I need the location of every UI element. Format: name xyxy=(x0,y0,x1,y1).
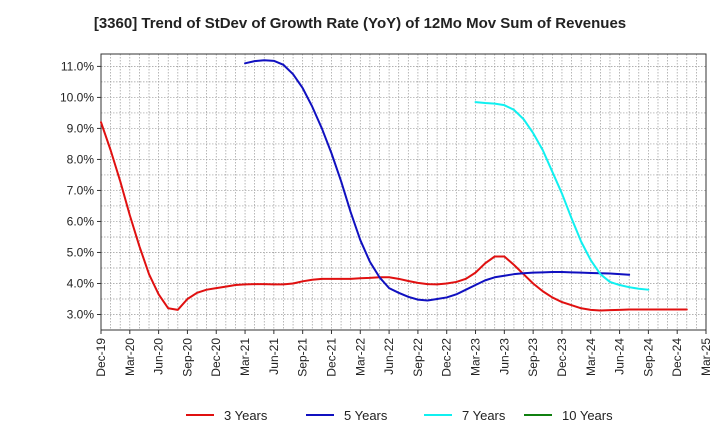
series-line-5-years xyxy=(244,59,631,302)
legend: 3 Years 5 Years 7 Years 10 Years xyxy=(186,408,613,423)
x-tick-label: Jun-23 xyxy=(497,338,511,375)
y-tick-label: 3.0% xyxy=(67,307,95,321)
x-tick-label: Mar-21 xyxy=(238,338,252,376)
y-tick-label: 11.0% xyxy=(61,59,94,73)
axis-layer: 3.0% 4.0% 5.0% 6.0% 7.0% 8.0% 9.0% 10.0% 11.0% De… xyxy=(60,53,713,377)
x-tick-label: Jun-20 xyxy=(152,338,166,375)
plot-area xyxy=(101,54,706,330)
x-tick-label: Sep-20 xyxy=(180,338,194,377)
legend-label-3-years: 3 Years xyxy=(224,408,268,423)
plot-border xyxy=(100,53,707,331)
chart-title: [3360] Trend of StDev of Growth Rate (Yo… xyxy=(94,15,626,32)
x-tick-label: Jun-22 xyxy=(382,338,396,375)
x-tick-label: Jun-21 xyxy=(267,338,281,375)
y-tick-label: 9.0% xyxy=(67,121,95,135)
x-tick-label: Dec-19 xyxy=(94,338,108,377)
x-tick-label: Mar-23 xyxy=(469,338,483,376)
y-tick-label: 5.0% xyxy=(67,245,95,259)
x-tick-label: Mar-20 xyxy=(123,338,137,376)
x-tick-label: Mar-24 xyxy=(584,338,598,376)
x-tick-label: Sep-23 xyxy=(526,338,540,377)
x-tick-label: Mar-25 xyxy=(699,338,713,376)
series-line-3-years xyxy=(100,121,688,312)
x-tick-label: Sep-22 xyxy=(411,338,425,377)
x-tick-label: Dec-23 xyxy=(555,338,569,377)
legend-label-5-years: 5 Years xyxy=(344,408,388,423)
x-tick-label: Dec-24 xyxy=(670,338,684,377)
y-tick-label: 10.0% xyxy=(60,90,94,104)
x-tick-label: Dec-22 xyxy=(440,338,454,377)
x-tick-label: Dec-20 xyxy=(209,338,223,377)
y-tick-label: 7.0% xyxy=(67,183,95,197)
y-tick-label: 4.0% xyxy=(67,276,95,290)
y-tick-label: 6.0% xyxy=(67,214,95,228)
series-line-7-years xyxy=(474,101,650,291)
x-tick-label: Dec-21 xyxy=(324,338,338,377)
x-tick-label: Sep-21 xyxy=(296,338,310,377)
x-tick-label: Mar-22 xyxy=(353,338,367,376)
grid-layer xyxy=(100,54,707,331)
legend-label-10-years: 10 Years xyxy=(562,408,613,423)
y-tick-label: 8.0% xyxy=(67,152,95,166)
series-layer xyxy=(100,59,688,312)
legend-label-7-years: 7 Years xyxy=(462,408,506,423)
x-tick-label: Sep-24 xyxy=(641,338,655,377)
x-tick-label: Jun-24 xyxy=(613,338,627,375)
